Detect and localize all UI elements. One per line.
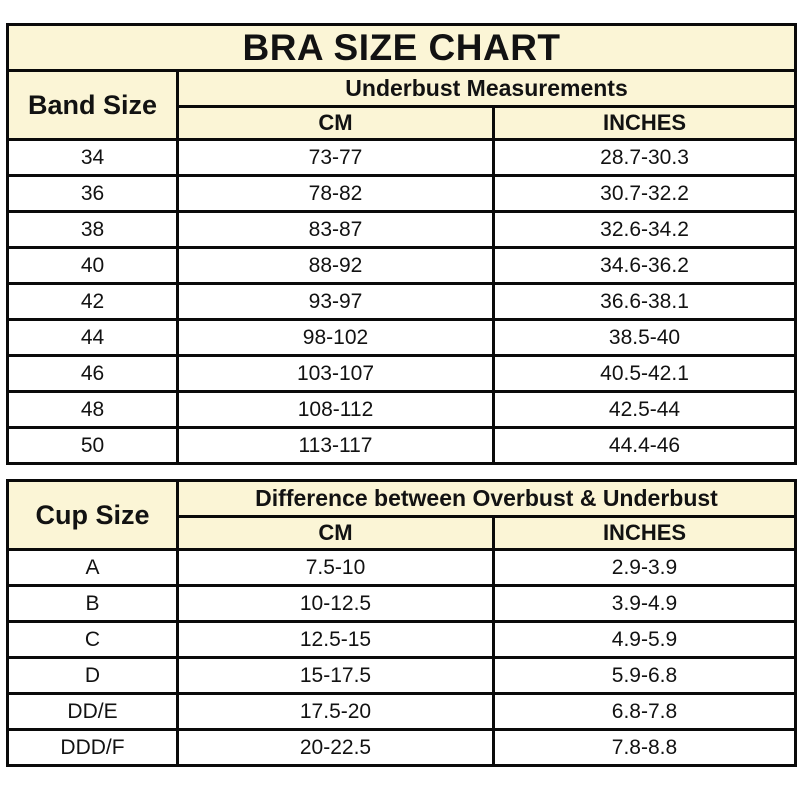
inches-cell: 3.9-4.9 [492, 584, 797, 623]
cm-cell: 10-12.5 [176, 584, 495, 623]
table-row: 42 93-97 36.6-38.1 [6, 282, 798, 321]
group-header-row: Band Size Underbust Measurements [6, 69, 798, 141]
band-size-cell: 40 [6, 246, 179, 285]
cm-cell: 78-82 [176, 174, 495, 213]
inches-cell: 44.4-46 [491, 426, 798, 465]
cm-cell: 103-107 [176, 354, 495, 393]
band-size-cell: 36 [6, 174, 179, 213]
cm-cell: 20-22.5 [176, 728, 495, 767]
inches-cell: 4.9-5.9 [492, 620, 797, 659]
cm-column-header: CM [176, 105, 495, 141]
title-row: BRA SIZE CHART [5, 23, 798, 72]
cm-cell: 113-117 [176, 426, 495, 465]
table-row: 34 73-77 28.7-30.3 [6, 138, 798, 177]
band-size-cell: 44 [6, 318, 179, 357]
band-size-cell: 48 [6, 390, 179, 429]
band-size-table: BRA SIZE CHART Band Size Underbust Measu… [5, 23, 798, 465]
table-row: 48 108-112 42.5-44 [6, 390, 798, 429]
inches-cell: 42.5-44 [491, 390, 798, 429]
column-header-row: CM INCHES [8, 105, 798, 141]
table-row: 40 88-92 34.6-36.2 [6, 246, 798, 285]
bra-size-chart-page: BRA SIZE CHART Band Size Underbust Measu… [5, 23, 798, 767]
band-size-cell: 50 [6, 426, 179, 465]
band-size-cell: 38 [6, 210, 179, 249]
cm-cell: 108-112 [176, 390, 495, 429]
cm-cell: 12.5-15 [176, 620, 495, 659]
inches-cell: 30.7-32.2 [491, 174, 798, 213]
table-row: DDD/F 20-22.5 7.8-8.8 [6, 728, 797, 767]
inches-cell: 36.6-38.1 [491, 282, 798, 321]
cup-size-cell: D [6, 656, 179, 695]
cm-cell: 98-102 [176, 318, 495, 357]
cm-cell: 88-92 [176, 246, 495, 285]
difference-group-header: Difference between Overbust & Underbust [176, 479, 797, 518]
table-row: D 15-17.5 5.9-6.8 [6, 656, 797, 695]
cup-size-cell: DD/E [6, 692, 179, 731]
table-row: A 7.5-10 2.9-3.9 [6, 548, 797, 587]
cm-cell: 17.5-20 [176, 692, 495, 731]
inches-column-header: INCHES [492, 515, 797, 551]
table-row: B 10-12.5 3.9-4.9 [6, 584, 797, 623]
band-size-cell: 42 [6, 282, 179, 321]
band-size-header: Band Size [6, 69, 179, 141]
inches-cell: 7.8-8.8 [492, 728, 797, 767]
table-row: 50 113-117 44.4-46 [6, 426, 798, 465]
table-row: 38 83-87 32.6-34.2 [6, 210, 798, 249]
inches-cell: 32.6-34.2 [491, 210, 798, 249]
table-row: DD/E 17.5-20 6.8-7.8 [6, 692, 797, 731]
underbust-group-header: Underbust Measurements [175, 69, 798, 108]
column-header-row: CM INCHES [8, 515, 797, 551]
table-row: 46 103-107 40.5-42.1 [6, 354, 798, 393]
inches-cell: 28.7-30.3 [491, 138, 798, 177]
cup-size-cell: A [6, 548, 179, 587]
cup-size-cell: DDD/F [6, 728, 179, 767]
inches-cell: 40.5-42.1 [491, 354, 798, 393]
cm-cell: 7.5-10 [176, 548, 495, 587]
cup-size-header: Cup Size [6, 479, 179, 551]
inches-cell: 38.5-40 [491, 318, 798, 357]
inches-cell: 34.6-36.2 [491, 246, 798, 285]
band-size-cell: 34 [6, 138, 179, 177]
inches-cell: 5.9-6.8 [492, 656, 797, 695]
group-header-row: Cup Size Difference between Overbust & U… [6, 479, 797, 551]
table-row: C 12.5-15 4.9-5.9 [6, 620, 797, 659]
cm-cell: 83-87 [176, 210, 495, 249]
inches-cell: 2.9-3.9 [492, 548, 797, 587]
cm-column-header: CM [176, 515, 495, 551]
inches-column-header: INCHES [491, 105, 798, 141]
cm-cell: 73-77 [176, 138, 495, 177]
page-title: BRA SIZE CHART [5, 23, 798, 72]
cm-cell: 15-17.5 [176, 656, 495, 695]
cm-cell: 93-97 [176, 282, 495, 321]
table-row: 44 98-102 38.5-40 [6, 318, 798, 357]
inches-cell: 6.8-7.8 [492, 692, 797, 731]
cup-size-cell: C [6, 620, 179, 659]
band-size-cell: 46 [6, 354, 179, 393]
cup-size-table: Cup Size Difference between Overbust & U… [6, 479, 797, 767]
table-row: 36 78-82 30.7-32.2 [6, 174, 798, 213]
cup-size-cell: B [6, 584, 179, 623]
